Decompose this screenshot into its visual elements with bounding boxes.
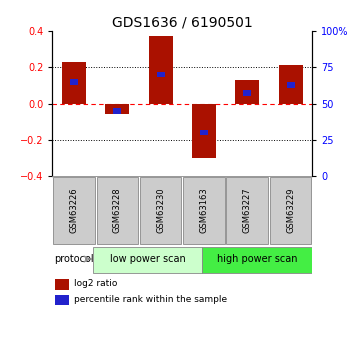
FancyBboxPatch shape [270,177,312,244]
FancyBboxPatch shape [53,177,95,244]
Text: GSM63163: GSM63163 [200,188,208,233]
Text: GSM63228: GSM63228 [113,188,122,233]
Bar [279,66,303,104]
Text: GSM63227: GSM63227 [243,188,252,233]
Bar [55,295,69,305]
Bar [149,37,173,104]
FancyBboxPatch shape [93,247,203,273]
Bar [235,80,259,104]
Bar [287,82,295,88]
Bar [157,72,165,77]
Text: GSM63229: GSM63229 [286,188,295,233]
Bar [200,130,208,135]
Text: percentile rank within the sample: percentile rank within the sample [74,295,227,304]
FancyBboxPatch shape [183,177,225,244]
Bar [192,104,216,158]
Bar [62,62,86,104]
Bar [243,90,251,96]
Bar [113,108,121,114]
Title: GDS1636 / 6190501: GDS1636 / 6190501 [112,16,253,30]
FancyBboxPatch shape [226,177,268,244]
Text: GSM63230: GSM63230 [156,188,165,233]
Text: low power scan: low power scan [110,254,186,264]
Bar [70,79,78,85]
FancyBboxPatch shape [140,177,182,244]
Bar [105,104,129,115]
FancyBboxPatch shape [96,177,138,244]
Text: high power scan: high power scan [217,254,297,264]
Bar [55,279,69,290]
FancyBboxPatch shape [203,247,312,273]
Text: log2 ratio: log2 ratio [74,279,118,288]
Text: GSM63226: GSM63226 [70,188,78,233]
Text: protocol: protocol [54,254,94,264]
